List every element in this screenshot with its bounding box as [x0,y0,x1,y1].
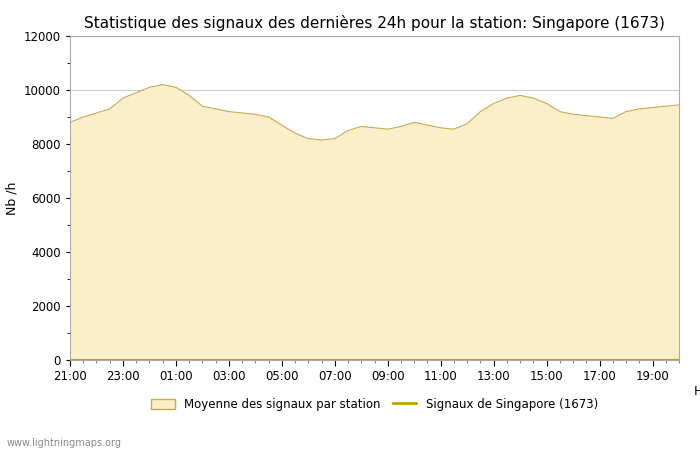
Title: Statistique des signaux des dernières 24h pour la station: Singapore (1673): Statistique des signaux des dernières 24… [84,15,665,31]
Text: www.lightningmaps.org: www.lightningmaps.org [7,438,122,448]
Y-axis label: Nb /h: Nb /h [6,181,18,215]
Text: Heure: Heure [694,385,700,398]
Legend: Moyenne des signaux par station, Signaux de Singapore (1673): Moyenne des signaux par station, Signaux… [146,393,603,416]
